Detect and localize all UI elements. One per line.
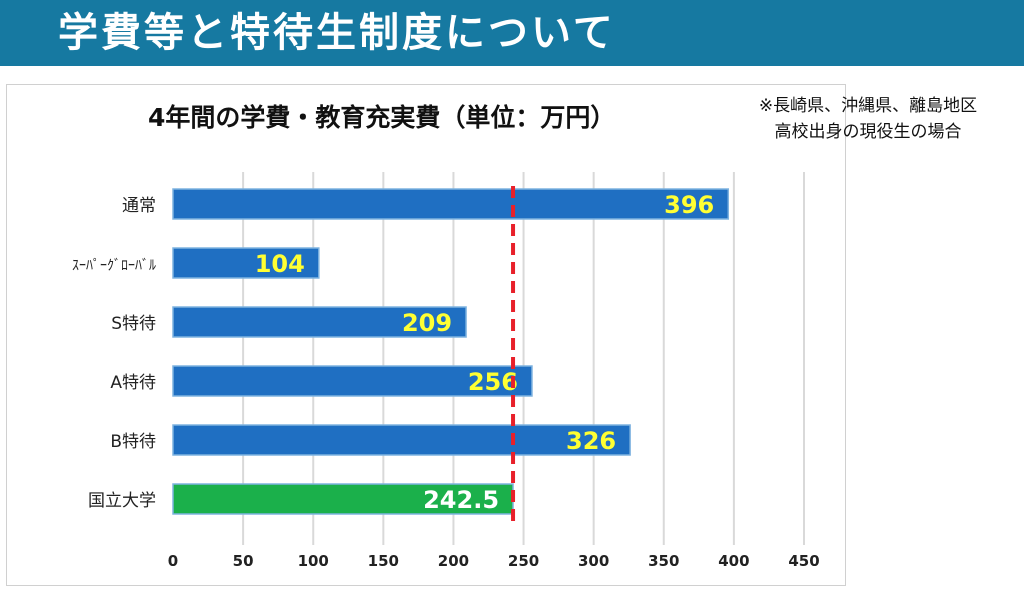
data-label: 326: [566, 427, 616, 455]
x-tick-label: 300: [578, 552, 609, 570]
x-tick-label: 150: [368, 552, 399, 570]
category-label: B特待: [110, 432, 156, 452]
bar: [172, 424, 631, 456]
category-label: 通常: [122, 196, 156, 216]
footnote: ※長崎県、沖縄県、離島地区 高校出身の現役生の場合: [712, 93, 1024, 145]
x-tick-label: 450: [788, 552, 819, 570]
x-tick-label: 250: [508, 552, 539, 570]
footnote-line-2: 高校出身の現役生の場合: [774, 122, 962, 142]
title-bar: 学費等と特待生制度について: [0, 0, 1024, 66]
x-tick-label: 350: [648, 552, 679, 570]
category-label: A特待: [110, 373, 156, 393]
bar: [172, 483, 514, 515]
x-tick-label: 0: [168, 552, 178, 570]
data-label: 242.5: [423, 486, 499, 514]
bar: [172, 188, 730, 220]
data-label: 256: [468, 368, 518, 396]
data-label: 209: [402, 309, 452, 337]
bar: [172, 306, 467, 338]
category-label: 国立大学: [88, 491, 156, 511]
chart-title: 4年間の学費・教育充実費（単位：万円）: [148, 103, 616, 132]
bar: [172, 365, 533, 397]
category-label: S特待: [111, 314, 156, 334]
footnote-line-1: ※長崎県、沖縄県、離島地区: [758, 96, 978, 116]
bar: [172, 247, 320, 279]
x-tick-label: 100: [298, 552, 329, 570]
data-label: 104: [255, 250, 305, 278]
page-title: 学費等と特待生制度について: [58, 10, 616, 56]
x-tick-label: 50: [233, 552, 254, 570]
x-tick-label: 400: [718, 552, 749, 570]
x-tick-label: 200: [438, 552, 469, 570]
category-label: ｽｰﾊﾟｰｸﾞﾛｰﾊﾞﾙ: [72, 258, 156, 274]
data-label: 396: [664, 191, 714, 219]
